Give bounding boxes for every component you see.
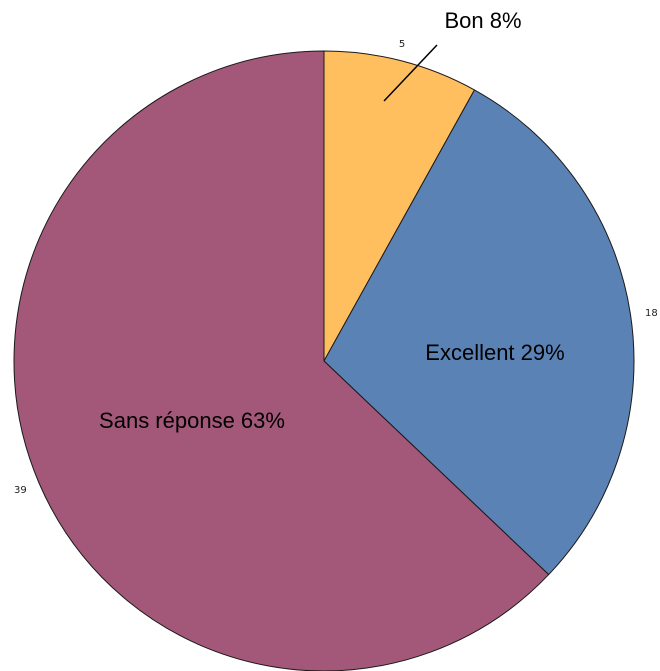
pie-slices [13, 50, 635, 671]
slice-count-sans-r-ponse: 39 [14, 485, 27, 496]
pie-slice-bon [323, 50, 475, 362]
pie-labels: Bon 8% 5 Excellent 29% 18 Sans réponse 63% 39 [14, 8, 658, 496]
slice-count-bon: 5 [399, 39, 405, 50]
slice-count-excellent: 18 [645, 308, 658, 319]
pie-slice-excellent [323, 89, 635, 576]
slice-label-bon: Bon 8% [444, 8, 521, 33]
pie-slice-sans-r-ponse [13, 50, 550, 671]
leader-line-bon [383, 44, 438, 102]
slice-label-sans-r-ponse: Sans réponse 63% [99, 408, 285, 433]
slice-label-excellent: Excellent 29% [425, 340, 564, 365]
